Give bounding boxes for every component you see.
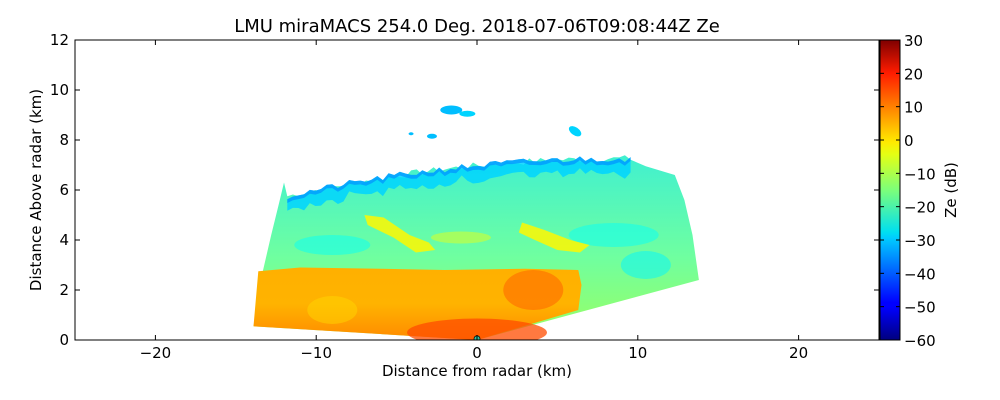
y-axis-label: Distance Above radar (km): [27, 89, 45, 291]
colorbar-tick-label: 0: [904, 132, 914, 150]
enhanced-patch: [430, 231, 491, 244]
y-axis: 0 2 4 6 8 10 12: [50, 31, 879, 349]
mid-patch: [620, 251, 671, 279]
upper-cell-2: [568, 126, 582, 137]
upper-cell-1b: [459, 110, 476, 117]
cloud-top-band: [287, 156, 631, 211]
colorbar-tick-label: 30: [904, 32, 923, 50]
x-tick-label: 10: [628, 344, 647, 362]
colorbar-tick-label: −30: [904, 232, 936, 250]
x-axis-label: Distance from radar (km): [382, 362, 572, 380]
x-tick-label: 0: [472, 344, 482, 362]
y-tick-label: 4: [59, 231, 69, 249]
colorbar-tick-label: 20: [904, 65, 923, 83]
x-tick-label: −20: [140, 344, 172, 362]
colorbar-tick-label: 10: [904, 99, 923, 117]
enhanced-band-left: [364, 215, 436, 253]
colorbar-tick-label: −40: [904, 265, 936, 283]
x-axis: −20 −10 0 10 20: [140, 40, 808, 362]
mid-patch: [568, 223, 659, 247]
x-tick-label: 20: [789, 344, 808, 362]
y-tick-label: 6: [59, 181, 69, 199]
upper-cell-4: [408, 132, 414, 136]
mid-patch: [294, 235, 371, 255]
x-tick-label: −10: [300, 344, 332, 362]
y-tick-label: 0: [59, 331, 69, 349]
bl-patch: [307, 296, 358, 324]
upper-cell-1: [440, 105, 463, 115]
colorbar-tick-label: −10: [904, 165, 936, 183]
enhanced-band-right: [518, 222, 590, 253]
plot-area: [75, 40, 879, 340]
y-tick-label: 10: [50, 81, 69, 99]
chart-title: LMU miraMACS 254.0 Deg. 2018-07-06T09:08…: [234, 16, 720, 37]
colorbar-tick-label: −60: [904, 332, 936, 350]
colorbar-tick-label: −50: [904, 299, 936, 317]
near-radar-core: [407, 318, 547, 340]
colorbar-axis: 30 20 10 0 −10 −20 −30 −40 −50 −60: [880, 32, 936, 350]
upper-cell-3: [426, 133, 437, 139]
y-tick-label: 12: [50, 31, 69, 49]
colorbar-tick-label: −20: [904, 199, 936, 217]
colorbar-label: Ze (dB): [942, 162, 960, 218]
y-tick-label: 8: [59, 131, 69, 149]
y-tick-label: 2: [59, 281, 69, 299]
colorbar: [879, 39, 901, 341]
bl-core: [503, 270, 564, 310]
